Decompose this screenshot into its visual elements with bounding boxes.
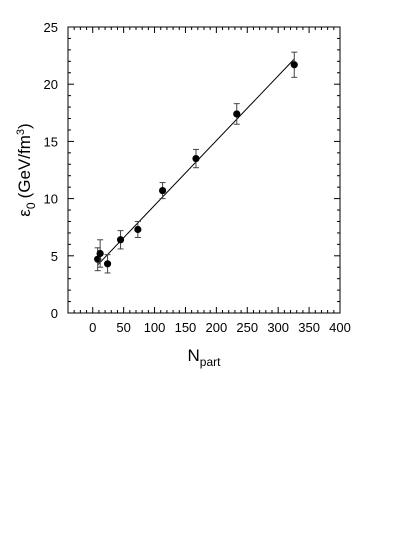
y-tick-label: 10 — [44, 192, 58, 207]
y-tick-label: 25 — [44, 20, 58, 35]
data-point — [134, 220, 142, 238]
x-axis-label-main: N — [188, 346, 200, 365]
data-point — [103, 254, 112, 274]
marker — [116, 236, 125, 244]
marker — [96, 249, 104, 258]
x-tick-label: 100 — [144, 320, 166, 335]
y-tick-label: 20 — [44, 77, 58, 92]
y-axis-label: ε0 (GeV/fm3) — [15, 123, 38, 216]
marker — [290, 61, 298, 69]
marker — [158, 186, 167, 195]
y-tick-label: 15 — [44, 134, 58, 149]
data-points — [94, 51, 298, 274]
y-axis-label-unit-sup: 3 — [15, 129, 27, 135]
x-tick-label: 400 — [329, 320, 351, 335]
x-tick-label: 200 — [206, 320, 228, 335]
y-tick-label: 0 — [51, 306, 58, 321]
plot-frame — [67, 26, 341, 314]
marker — [134, 225, 142, 234]
data-point — [192, 148, 200, 169]
x-tick-label: 250 — [236, 320, 258, 335]
marker — [233, 110, 241, 118]
data-point — [290, 51, 298, 78]
data-point — [233, 103, 241, 125]
marker — [103, 260, 112, 268]
marker — [94, 255, 102, 263]
data-point — [116, 230, 125, 250]
tick-labels: 0 50 100 150 200 250 300 350 400 0 5 10 15 20 25 — [44, 20, 351, 335]
y-axis-label-unit-close: ) — [15, 123, 34, 129]
y-axis-label-main: ε — [15, 209, 34, 217]
y-axis-label-sub: 0 — [24, 202, 38, 209]
x-tick-label: 150 — [175, 320, 197, 335]
x-tick-label: 0 — [89, 320, 96, 335]
data-point — [96, 239, 104, 268]
x-tick-label: 350 — [298, 320, 320, 335]
axis-ticks — [67, 26, 341, 314]
data-point — [158, 182, 167, 200]
x-tick-label: 50 — [116, 320, 130, 335]
x-axis-label: Npart — [188, 346, 222, 369]
y-axis-label-unit: (GeV/fm — [15, 135, 34, 198]
x-tick-label: 300 — [267, 320, 289, 335]
marker — [192, 154, 200, 163]
y-tick-label: 5 — [51, 249, 58, 264]
x-axis-label-sub: part — [200, 355, 221, 369]
